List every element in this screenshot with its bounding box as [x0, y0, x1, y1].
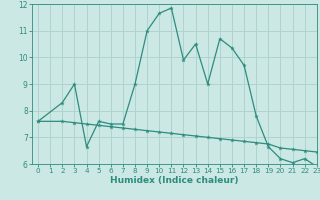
X-axis label: Humidex (Indice chaleur): Humidex (Indice chaleur) [110, 176, 239, 185]
